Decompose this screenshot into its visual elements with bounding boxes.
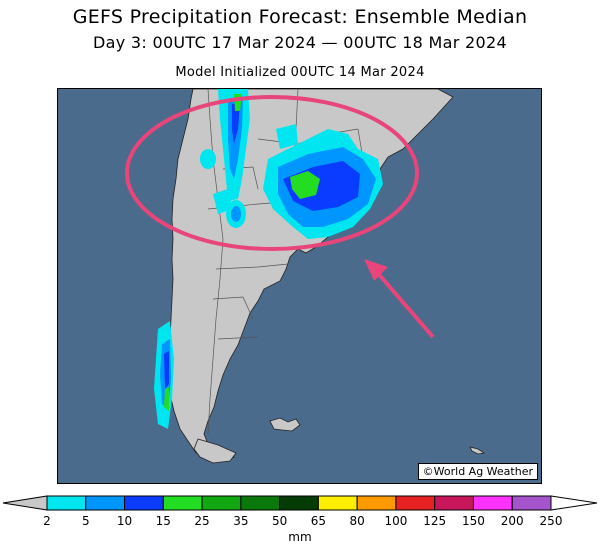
legend-tick-label: 10: [116, 514, 133, 528]
legend-arrow-right: [550, 495, 598, 511]
land-south-georgia: [469, 446, 486, 455]
legend-bar: [2, 495, 598, 511]
legend-boxes: [46, 495, 552, 511]
legend-color-box: [472, 495, 513, 511]
forecast-period: Day 3: 00UTC 17 Mar 2024 — 00UTC 18 Mar …: [93, 33, 507, 52]
legend-color-box: [124, 495, 164, 511]
legend-tick-label: 125: [423, 514, 447, 528]
legend-color-box: [46, 495, 87, 511]
map-title: GEFS Precipitation Forecast: Ensemble Me…: [72, 6, 528, 28]
legend-color-box: [317, 495, 358, 511]
highlight-arrow: [364, 259, 435, 339]
legend-color-box: [162, 495, 203, 511]
legend-tick-label: 25: [194, 514, 210, 528]
legend-tick-label: 80: [349, 514, 365, 528]
legend-tick-label: 50: [271, 514, 288, 528]
map-canvas: [58, 89, 541, 483]
legend-tick-label: 2: [43, 514, 51, 528]
legend-color-box: [240, 495, 281, 511]
land-tierra-del-fuego: [193, 438, 237, 464]
legend-tick-label: 200: [500, 514, 524, 528]
precip-shading: [154, 89, 383, 429]
legend-color-box: [85, 495, 126, 511]
legend-tick-label: 65: [310, 514, 327, 528]
precipitation-map: ©World Ag Weather: [57, 88, 542, 484]
model-init-time: Model Initialized 00UTC 14 Mar 2024: [175, 65, 425, 80]
highlight-ellipse: [125, 95, 419, 251]
credit-label: ©World Ag Weather: [417, 463, 538, 480]
legend-unit: mm: [288, 530, 312, 544]
legend-tick-label: 5: [81, 514, 90, 528]
legend-tick-label: 250: [539, 514, 563, 528]
legend-tick-label: 35: [233, 514, 249, 528]
land-falkland-islands: [269, 417, 301, 432]
legend-arrow-left: [2, 495, 48, 511]
legend-color-box: [434, 495, 474, 511]
color-legend: 2 5 10 15 25 35 50 65 80 100 125 150 200 250 mm: [0, 492, 600, 548]
legend-tick-label: 100: [384, 514, 408, 528]
legend-color-box: [511, 495, 552, 511]
legend-color-box: [356, 495, 397, 511]
legend-color-box: [395, 495, 436, 511]
legend-color-box: [279, 495, 319, 511]
legend-tick-label: 15: [155, 514, 171, 528]
legend-color-box: [201, 495, 242, 511]
legend-tick-label: 150: [462, 514, 485, 528]
